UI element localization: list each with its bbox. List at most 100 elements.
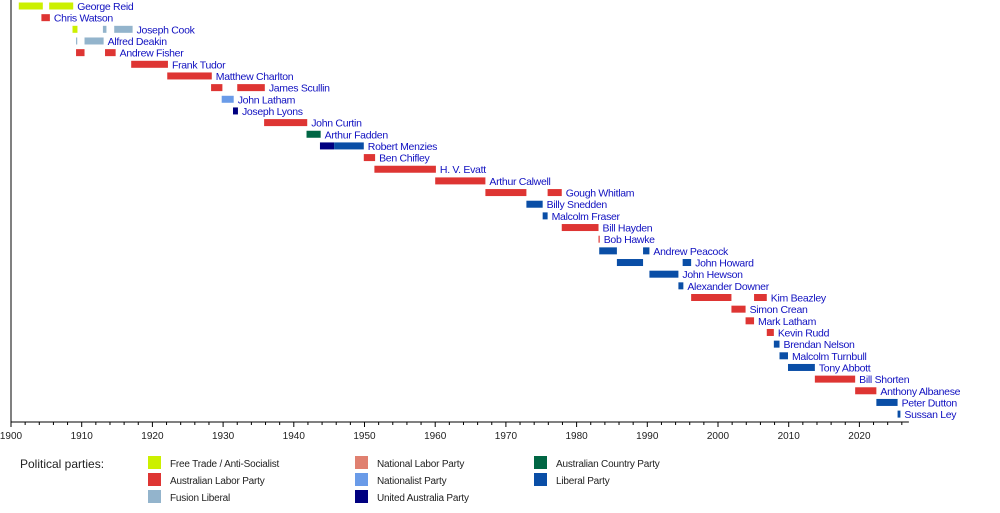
leader-label: Malcolm Turnbull — [792, 351, 867, 363]
legend-item-label: National Labor Party — [377, 459, 464, 470]
leader-label: John Latham — [238, 94, 296, 106]
term-bar — [374, 165, 436, 173]
leader-label: Simon Crean — [750, 304, 808, 316]
legend-item-label: Australian Country Party — [556, 459, 660, 470]
legend-item-label: United Australia Party — [377, 493, 469, 504]
term-bar — [264, 119, 308, 127]
x-tick-label: 1970 — [495, 431, 518, 442]
leader-label: George Reid — [77, 1, 134, 13]
x-tick-label: 1900 — [0, 431, 23, 442]
term-bar — [49, 2, 74, 10]
term-bar — [682, 259, 692, 267]
x-tick-label: 1920 — [141, 431, 164, 442]
leader-label: Kim Beazley — [771, 293, 827, 305]
term-bar — [773, 340, 780, 348]
term-bar — [485, 189, 527, 197]
term-bar — [76, 49, 85, 57]
term-bar — [787, 363, 815, 371]
term-bar — [616, 259, 644, 267]
leader-label: Brendan Nelson — [784, 339, 856, 351]
leader-label: Bill Shorten — [859, 374, 910, 386]
legend-item-label: Nationalist Party — [377, 476, 447, 487]
term-bar — [105, 49, 116, 57]
leader-label: John Howard — [695, 258, 754, 270]
term-bar — [855, 387, 877, 395]
term-bar — [232, 107, 238, 115]
legend-item-label: Liberal Party — [556, 476, 610, 487]
x-tick-label: 1990 — [636, 431, 659, 442]
term-bar — [766, 328, 774, 336]
x-tick-label: 2020 — [848, 431, 871, 442]
leader-label: James Scullin — [269, 83, 330, 95]
leader-label: Billy Snedden — [547, 199, 608, 211]
legend-swatch — [148, 473, 161, 486]
term-bar — [131, 60, 168, 68]
leader-label: Joseph Cook — [137, 24, 196, 36]
leader-label: Malcolm Fraser — [552, 211, 621, 223]
legend-item-label: Free Trade / Anti-Socialist — [170, 459, 280, 470]
leader-label: Arthur Fadden — [325, 129, 389, 141]
leader-label: Joseph Lyons — [242, 106, 303, 118]
legend-swatch — [148, 490, 161, 503]
x-tick-label: 1950 — [353, 431, 376, 442]
term-bar — [18, 2, 43, 10]
leader-label: Andrew Fisher — [120, 48, 185, 60]
leader-label: Gough Whitlam — [566, 188, 635, 200]
leader-label: Arthur Calwell — [489, 176, 550, 188]
leader-label: Alfred Deakin — [108, 36, 168, 48]
term-bar — [547, 189, 562, 197]
term-bar — [754, 294, 767, 301]
x-tick-label: 1940 — [283, 431, 306, 442]
term-bar — [114, 25, 133, 33]
term-bar — [221, 95, 234, 103]
leader-label: John Hewson — [682, 269, 743, 281]
term-bar — [76, 37, 78, 45]
leader-label: Matthew Charlton — [216, 71, 294, 83]
term-bar — [167, 72, 212, 80]
leader-label: Sussan Ley — [904, 409, 957, 421]
x-tick-label: 1930 — [212, 431, 235, 442]
leader-label: Frank Tudor — [172, 59, 226, 71]
term-bar — [526, 200, 543, 208]
leader-label: Bob Hawke — [604, 234, 655, 246]
legend-item-label: Australian Labor Party — [170, 476, 265, 487]
term-bar — [211, 84, 223, 92]
legend-swatch — [355, 473, 368, 486]
legend-swatch — [534, 473, 547, 486]
leader-label: Tony Abbott — [819, 362, 871, 374]
term-bar — [542, 212, 548, 220]
term-bar — [41, 14, 50, 22]
term-bar — [561, 224, 599, 232]
term-bar — [598, 235, 600, 243]
legend-swatch — [355, 456, 368, 469]
legend-item-label: Fusion Liberal — [170, 493, 230, 504]
x-tick-label: 2000 — [707, 431, 730, 442]
leader-label: H. V. Evatt — [440, 164, 486, 176]
term-bar — [814, 375, 856, 383]
term-bar — [731, 305, 746, 313]
leader-label: Peter Dutton — [902, 397, 958, 409]
term-bar — [678, 282, 684, 290]
leader-label: Ben Chifley — [379, 153, 430, 165]
legend-title: Political parties: — [20, 457, 104, 471]
leader-label: Chris Watson — [54, 13, 113, 25]
leader-label: Robert Menzies — [368, 141, 437, 153]
term-bar — [72, 25, 78, 33]
leader-label: Alexander Downer — [687, 281, 769, 293]
term-bar — [237, 84, 265, 92]
term-bar — [363, 154, 376, 162]
leader-label: Andrew Peacock — [653, 246, 729, 258]
term-bar — [84, 37, 104, 45]
term-bar — [876, 398, 898, 406]
term-bar — [649, 270, 679, 278]
leader-label: Anthony Albanese — [880, 386, 960, 398]
term-bar — [897, 410, 901, 418]
term-bar — [779, 352, 788, 360]
term-bar — [102, 25, 107, 33]
x-tick-label: 1980 — [565, 431, 588, 442]
term-bar — [319, 142, 335, 150]
term-bar — [334, 142, 364, 150]
term-bar — [745, 317, 755, 325]
legend-swatch — [534, 456, 547, 469]
term-bar — [643, 247, 650, 255]
